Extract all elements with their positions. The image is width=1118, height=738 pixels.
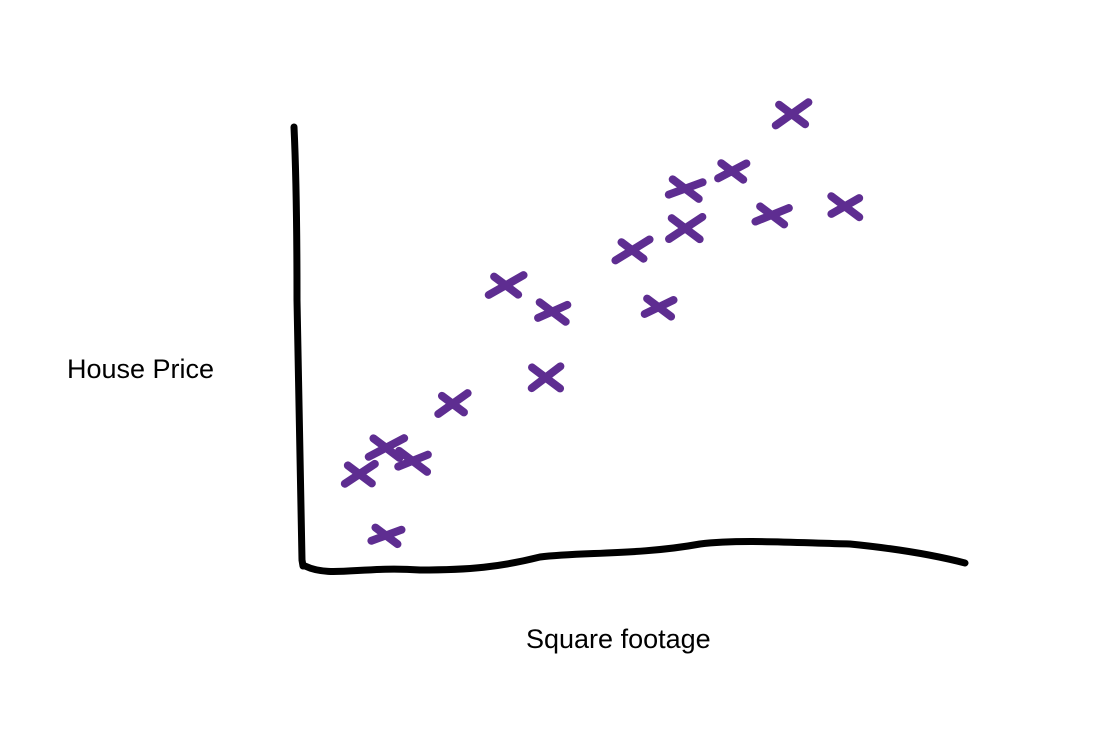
data-point [534,298,572,326]
x-axis [301,538,969,575]
y-axis [290,123,307,570]
x-axis-label: Square footage [526,624,711,654]
data-point [484,271,528,299]
data-point [367,523,406,549]
y-axis-label: House Price [67,354,215,384]
data-point [394,446,432,476]
data-point [340,459,379,488]
data-point [364,434,409,462]
data-points [340,98,864,549]
data-point [434,389,472,418]
data-point [527,362,565,393]
data-point [665,212,707,244]
data-point [751,202,793,229]
data-point [827,192,864,222]
data-point [664,175,707,203]
data-point [640,294,678,321]
data-point [611,235,654,265]
data-point [714,159,751,184]
data-point [771,98,813,130]
